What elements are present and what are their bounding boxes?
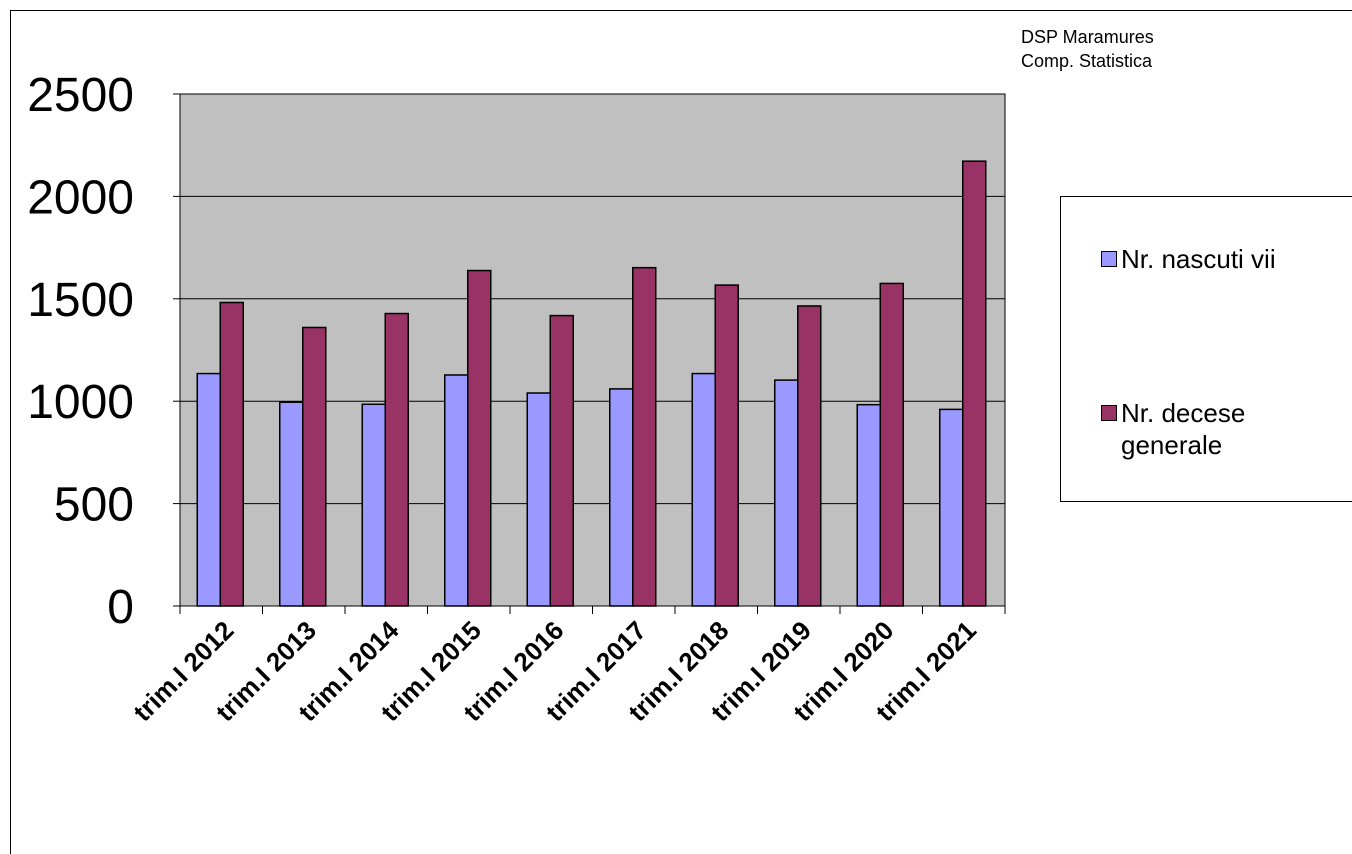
bar-births: [939, 408, 964, 607]
bars: [196, 160, 987, 607]
bar-deaths: [962, 160, 987, 607]
bar-deaths: [879, 282, 904, 607]
bar-deaths: [549, 314, 574, 607]
bar-deaths: [302, 326, 327, 607]
bar-deaths: [467, 269, 492, 607]
y-tick-label: 2500: [27, 69, 134, 122]
y-tick-label: 1000: [27, 376, 134, 429]
source-note-line2: Comp. Statistica: [1021, 51, 1153, 71]
bar-births: [279, 401, 304, 607]
bar-deaths: [384, 312, 409, 607]
legend-swatch-births: [1101, 251, 1117, 267]
legend-label-births: Nr. nascuti vii: [1121, 244, 1276, 274]
source-note-line1: DSP Maramures: [1021, 27, 1154, 47]
legend-label-deaths: Nr. decese generale: [1121, 398, 1246, 460]
bar-births: [361, 403, 386, 607]
y-tick-label: 0: [107, 581, 134, 634]
bar-births: [196, 372, 221, 607]
bar-births: [774, 379, 799, 607]
bar-deaths: [714, 284, 739, 607]
chart-frame: [10, 10, 1352, 854]
bar-births: [691, 372, 716, 607]
bar-deaths: [219, 301, 244, 607]
y-tick-labels: 0 500 1000 1500 2000 2500: [27, 69, 134, 634]
source-note: DSP Maramures Comp. Statistica: [1021, 25, 1154, 73]
bar-births: [856, 403, 881, 607]
legend: Nr. nascuti vii Nr. decese generale: [1060, 196, 1352, 502]
bar-births: [526, 392, 551, 607]
y-tick-label: 2000: [27, 171, 134, 224]
bar-births: [444, 374, 469, 607]
axes: [173, 93, 1006, 614]
bar-births: [609, 388, 634, 607]
bar-deaths: [632, 266, 657, 607]
legend-swatch-deaths: [1101, 405, 1117, 421]
y-tick-label: 500: [54, 479, 134, 532]
y-tick-label: 1500: [27, 274, 134, 327]
bar-deaths: [797, 305, 822, 607]
